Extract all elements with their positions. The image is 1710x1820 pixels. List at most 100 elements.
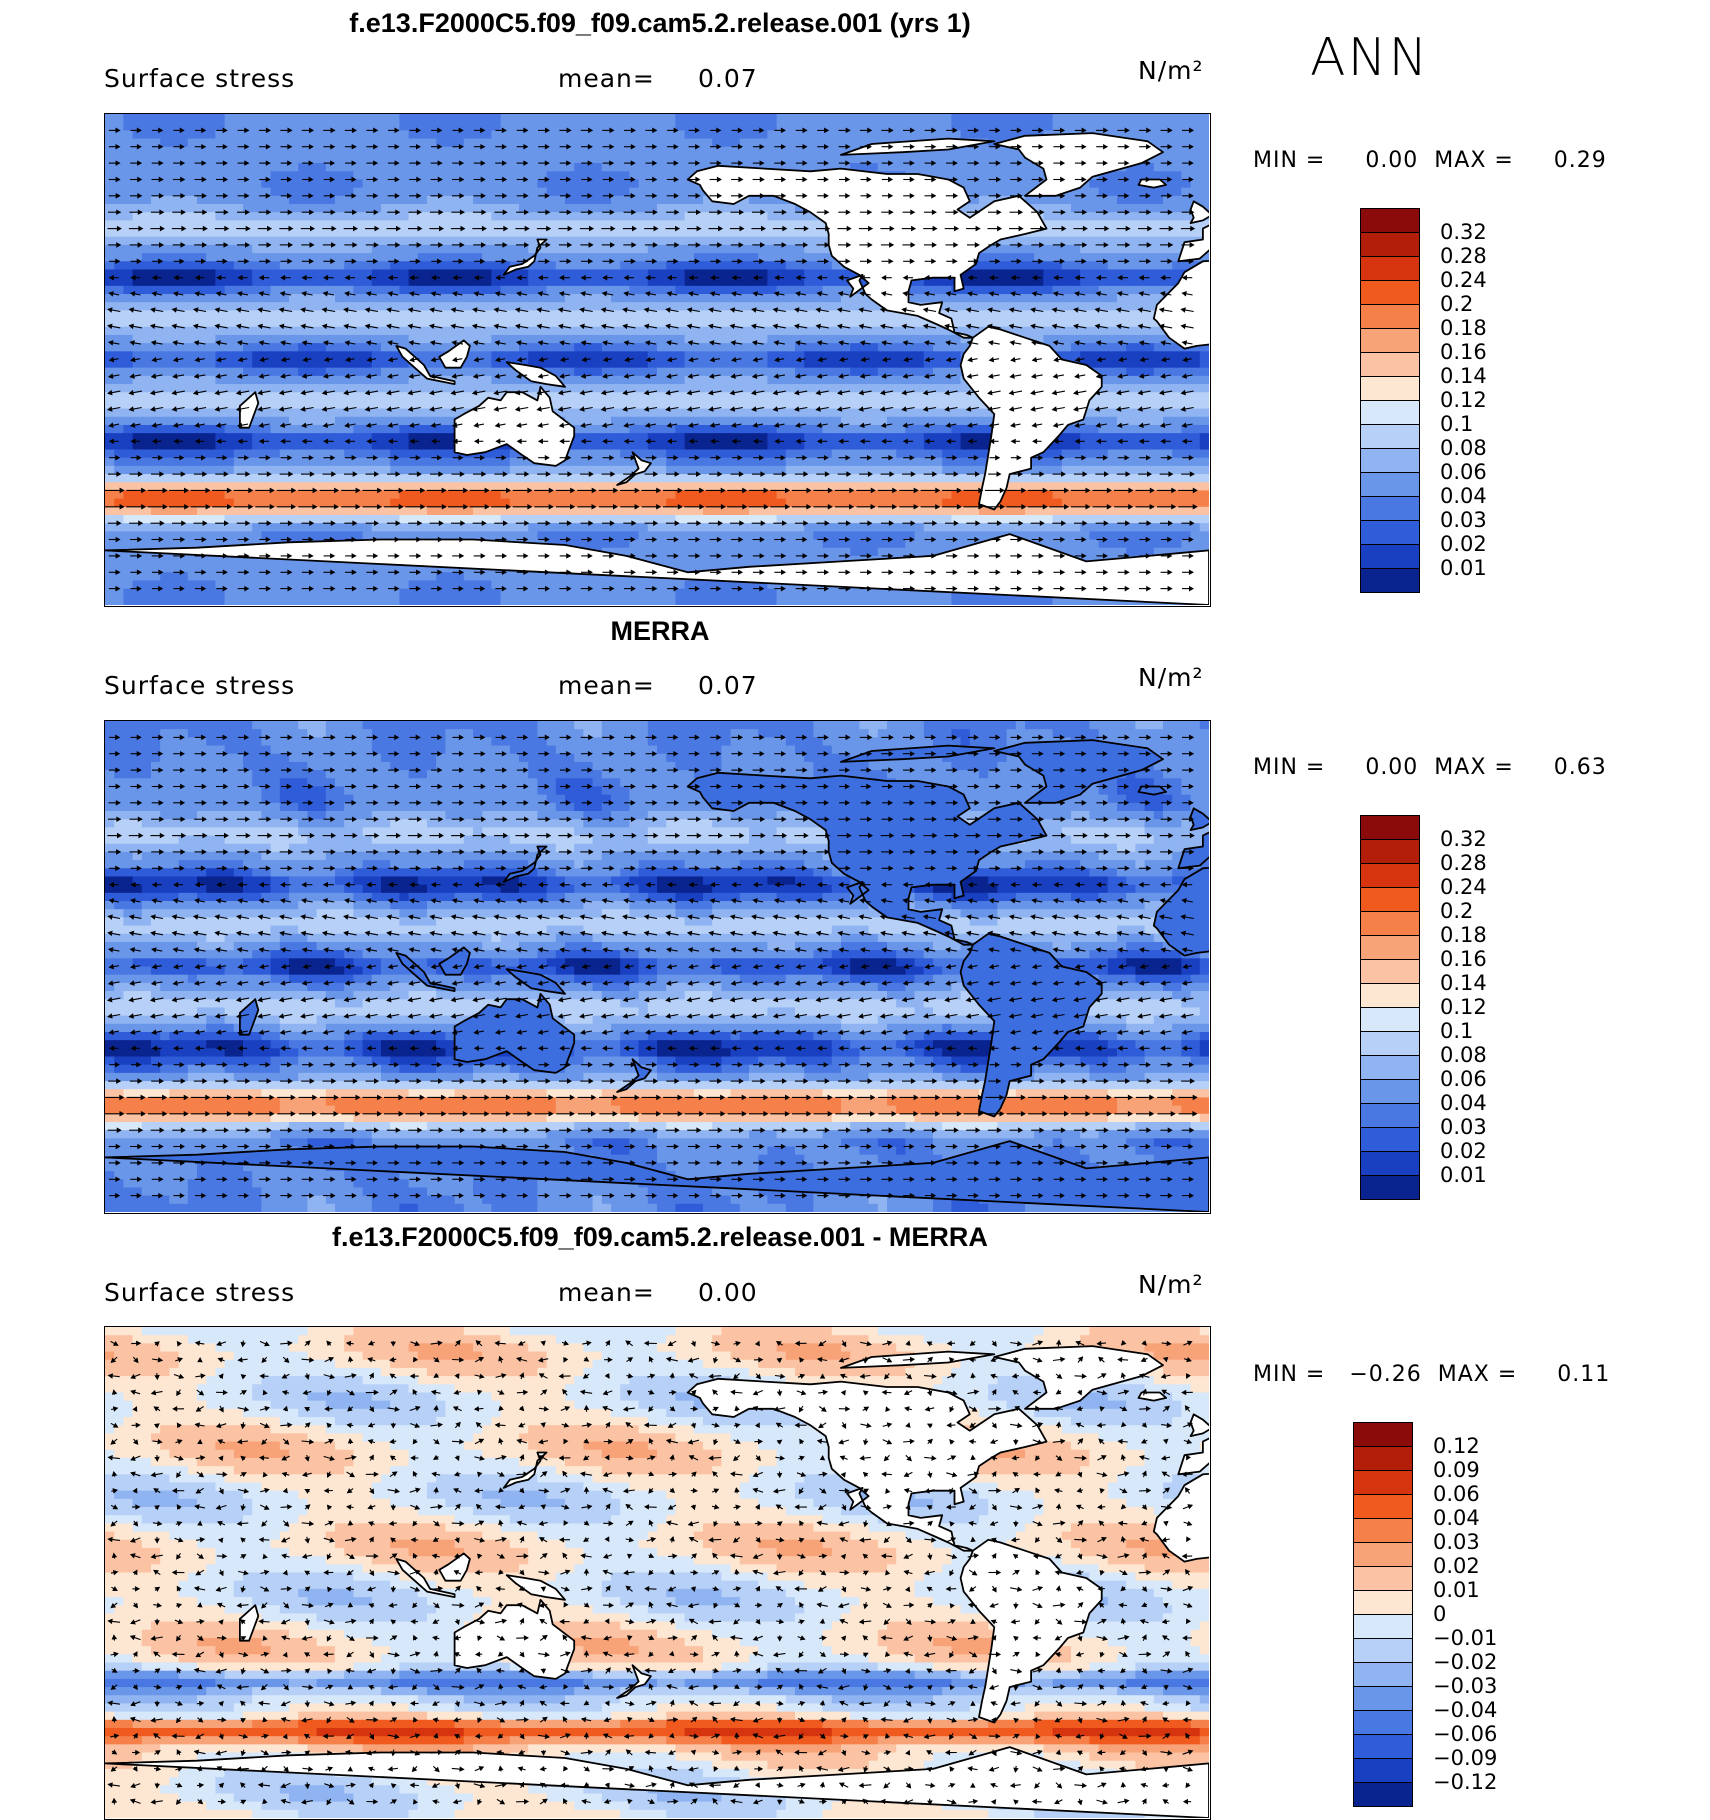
colorbar-swatch (1353, 1614, 1413, 1639)
colorbar-label: 0.04 (1433, 1506, 1480, 1530)
panel1-variable: Surface stress (104, 64, 295, 93)
colorbar-label: 0.12 (1433, 1434, 1480, 1458)
panel1-mean-label: mean= (558, 64, 655, 93)
coastline (105, 739, 1209, 1212)
panel3-mean-value: 0.00 (698, 1278, 758, 1307)
colorbar-swatch (1360, 280, 1420, 305)
panel2-map (104, 720, 1211, 1214)
coastline (105, 132, 1209, 605)
colorbar-label: 0.28 (1440, 244, 1487, 268)
colorbar-swatch (1360, 1007, 1420, 1032)
colorbar-label: 0.02 (1440, 1139, 1487, 1163)
colorbar-swatch (1353, 1758, 1413, 1783)
colorbar-label: 0.03 (1433, 1530, 1480, 1554)
panel1-mean-value: 0.07 (698, 64, 758, 93)
colorbar-swatch (1353, 1542, 1413, 1567)
colorbar-label: 0.1 (1440, 412, 1473, 436)
coastline (105, 1345, 1209, 1818)
panel3-min-max: MIN = −0.26 MAX = 0.11 (1253, 1362, 1610, 1387)
colorbar-swatch (1353, 1734, 1413, 1759)
colorbar-label: −0.01 (1433, 1626, 1497, 1650)
colorbar-swatch (1353, 1470, 1413, 1495)
panel2-units: N/m² (1138, 663, 1204, 692)
panel1-title: f.e13.F2000C5.f09_f09.cam5.2.release.001… (0, 8, 1320, 39)
colorbar-swatch (1353, 1782, 1413, 1807)
colorbar-label: −0.06 (1433, 1722, 1497, 1746)
colorbar-swatch (1353, 1638, 1413, 1663)
colorbar-label: 0.12 (1440, 388, 1487, 412)
colorbar-swatch (1353, 1662, 1413, 1687)
colorbar-swatch (1360, 815, 1420, 840)
colorbar-label: 0.02 (1440, 532, 1487, 556)
colorbar-label: 0.18 (1440, 923, 1487, 947)
colorbar-swatch (1360, 887, 1420, 912)
colorbar-swatch (1353, 1518, 1413, 1543)
colorbar-label: −0.02 (1433, 1650, 1497, 1674)
colorbar-label: 0.24 (1440, 875, 1487, 899)
colorbar-swatch (1360, 983, 1420, 1008)
colorbar-label: 0.01 (1440, 556, 1487, 580)
colorbar-label: 0.03 (1440, 508, 1487, 532)
colorbar-swatch (1360, 496, 1420, 521)
colorbar-label: 0.32 (1440, 827, 1487, 851)
stress-vectors (105, 127, 1198, 592)
colorbar-label: 0.2 (1440, 292, 1473, 316)
colorbar-swatch (1360, 1055, 1420, 1080)
panel3-map (104, 1326, 1211, 1820)
panel1-units: N/m² (1138, 56, 1204, 85)
colorbar-swatch (1353, 1590, 1413, 1615)
season-label: ANN (1310, 28, 1429, 88)
colorbar-swatch (1360, 400, 1420, 425)
colorbar-label: 0.14 (1440, 971, 1487, 995)
colorbar-swatch (1360, 424, 1420, 449)
panel3-units: N/m² (1138, 1270, 1204, 1299)
colorbar-swatch (1360, 448, 1420, 473)
colorbar-label: 0.28 (1440, 851, 1487, 875)
colorbar-label: 0.2 (1440, 899, 1473, 923)
colorbar-label: −0.03 (1433, 1674, 1497, 1698)
colorbar-label: 0.02 (1433, 1554, 1480, 1578)
panel1-map (104, 113, 1211, 607)
colorbar-swatch (1360, 544, 1420, 569)
colorbar-swatch (1360, 208, 1420, 233)
colorbar-swatch (1353, 1446, 1413, 1471)
colorbar-label: 0.32 (1440, 220, 1487, 244)
colorbar-swatch (1360, 352, 1420, 377)
colorbar-swatch (1353, 1566, 1413, 1591)
colorbar-swatch (1360, 863, 1420, 888)
panel3-title: f.e13.F2000C5.f09_f09.cam5.2.release.001… (0, 1222, 1320, 1253)
colorbar-swatch (1360, 1151, 1420, 1176)
colorbar-swatch (1360, 1127, 1420, 1152)
colorbar-swatch (1353, 1710, 1413, 1735)
stress-field (105, 114, 1209, 605)
colorbar-label: −0.12 (1433, 1770, 1497, 1794)
panel2-min-max: MIN = 0.00 MAX = 0.63 (1253, 755, 1607, 780)
colorbar-label: 0.03 (1440, 1115, 1487, 1139)
colorbar-swatch (1360, 328, 1420, 353)
colorbar-swatch (1360, 472, 1420, 497)
colorbar-label: 0.08 (1440, 1043, 1487, 1067)
colorbar-label: 0.14 (1440, 364, 1487, 388)
colorbar-swatch (1353, 1494, 1413, 1519)
colorbar-label: 0.06 (1440, 460, 1487, 484)
colorbar-label: 0.01 (1433, 1578, 1480, 1602)
colorbar-label: 0 (1433, 1602, 1446, 1626)
colorbar-label: 0.04 (1440, 484, 1487, 508)
panel2-mean-value: 0.07 (698, 671, 758, 700)
colorbar-label: −0.09 (1433, 1746, 1497, 1770)
panel1-min-max: MIN = 0.00 MAX = 0.29 (1253, 148, 1607, 173)
stress-vectors (107, 1339, 1194, 1806)
colorbar-label: 0.16 (1440, 340, 1487, 364)
colorbar-label: 0.08 (1440, 436, 1487, 460)
colorbar-swatch (1360, 1079, 1420, 1104)
panel3-mean-label: mean= (558, 1278, 655, 1307)
colorbar-swatch (1360, 304, 1420, 329)
colorbar-label: 0.06 (1440, 1067, 1487, 1091)
colorbar-swatch (1360, 1103, 1420, 1128)
colorbar-swatch (1360, 568, 1420, 593)
colorbar-swatch (1360, 232, 1420, 257)
colorbar-label: 0.09 (1433, 1458, 1480, 1482)
colorbar-swatch (1360, 935, 1420, 960)
colorbar-swatch (1360, 1175, 1420, 1200)
colorbar-swatch (1360, 376, 1420, 401)
